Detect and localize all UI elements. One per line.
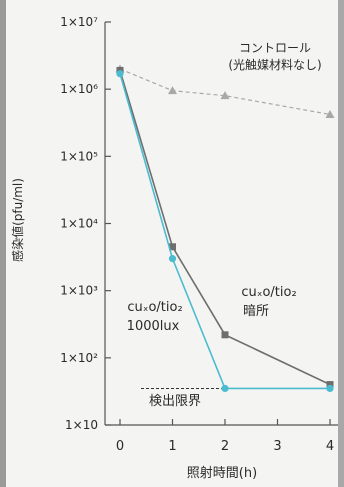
data-point-square bbox=[326, 381, 334, 389]
x-tick-label: 1 bbox=[168, 439, 176, 454]
detection-limit-label: 検出限界 bbox=[149, 394, 201, 409]
series-label-control-line2: (光触媒材料なし) bbox=[228, 58, 321, 72]
x-ticks: 0 1 2 3 4 bbox=[116, 419, 334, 454]
data-point-circle bbox=[168, 255, 177, 263]
data-point-triangle bbox=[168, 86, 177, 95]
series-line bbox=[119, 73, 330, 390]
data-point-circle bbox=[221, 384, 229, 393]
series-label-light-line1: cuₓo/tio₂ bbox=[127, 300, 182, 315]
scan-edge-left bbox=[0, 0, 6, 487]
series-label-dark-line1: cuₓo/tio₂ bbox=[241, 285, 296, 300]
series-label-light-line2: 1000lux bbox=[127, 319, 180, 334]
series-label-dark: cuₓo/tio₂ 暗所 bbox=[241, 285, 296, 319]
y-tick-label: 1×10⁶ bbox=[60, 82, 98, 96]
y-ticks: 1×10 1×10² 1×10³ 1×10⁴ 1×10⁵ 1×10⁶ 1×10⁷ bbox=[60, 15, 111, 432]
data-point-square bbox=[221, 331, 229, 339]
data-point-triangle bbox=[220, 91, 230, 100]
data-point-circle bbox=[116, 70, 124, 78]
x-tick-label: 2 bbox=[221, 439, 229, 454]
axes bbox=[104, 22, 338, 426]
y-axis-title: 感染値(pfu/ml) bbox=[10, 178, 25, 262]
data-point-triangle bbox=[325, 109, 335, 118]
series-label-control: コントロール (光触媒材料なし) bbox=[228, 41, 321, 72]
series-label-light: cuₓo/tio₂ 1000lux bbox=[127, 300, 183, 334]
series-label-control-line1: コントロール bbox=[239, 41, 311, 55]
y-tick-label: 1×10² bbox=[60, 351, 98, 365]
series-label-dark-line2: 暗所 bbox=[243, 304, 269, 319]
x-tick-label: 4 bbox=[326, 439, 334, 454]
series-line bbox=[119, 68, 331, 116]
x-tick-label: 0 bbox=[116, 439, 124, 454]
y-tick-label: 1×10⁴ bbox=[60, 217, 98, 231]
y-tick-label: 1×10⁵ bbox=[60, 149, 98, 163]
data-point-square bbox=[169, 243, 176, 251]
x-axis-title: 照射時間(h) bbox=[187, 465, 257, 481]
y-tick-label: 1×10⁷ bbox=[60, 15, 98, 29]
x-tick-label: 3 bbox=[273, 439, 281, 454]
scan-edge-right bbox=[338, 0, 344, 487]
data-point-circle bbox=[326, 384, 334, 393]
series-group bbox=[115, 64, 335, 393]
y-tick-label: 1×10 bbox=[65, 418, 98, 432]
series-line bbox=[119, 70, 331, 386]
y-tick-label: 1×10³ bbox=[60, 284, 98, 298]
